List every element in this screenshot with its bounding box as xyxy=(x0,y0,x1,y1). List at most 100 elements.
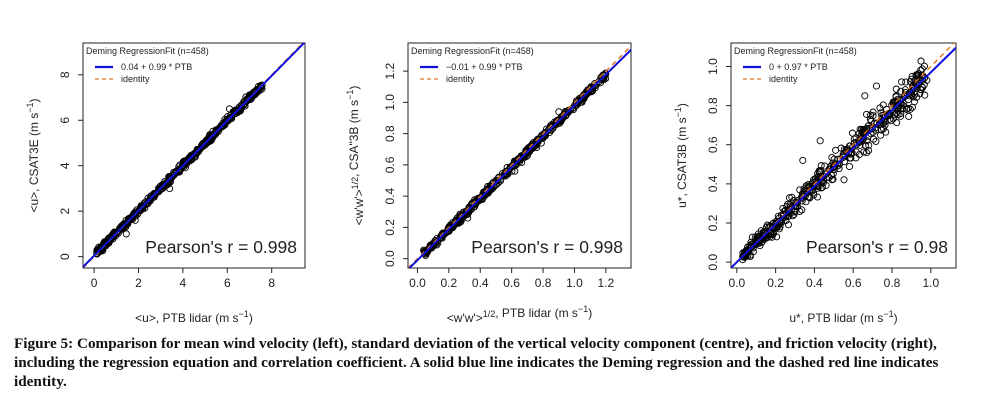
y-tick-label: 0 xyxy=(58,253,72,260)
data-point xyxy=(865,146,873,155)
legend-identity-label: identity xyxy=(121,74,150,84)
y-tick-label: 4 xyxy=(58,162,72,169)
y-tick-label: 0.4 xyxy=(383,187,397,204)
data-point xyxy=(902,105,911,113)
data-point xyxy=(910,78,918,86)
data-point xyxy=(830,162,838,170)
y-tick-label: 0.0 xyxy=(706,253,720,270)
data-point xyxy=(166,184,174,193)
data-point xyxy=(892,85,900,93)
pearson-bg xyxy=(463,234,625,260)
data-point xyxy=(765,228,773,236)
y-tick-label: 8 xyxy=(58,71,72,78)
legend-regression-label: 0.04 + 0.99 * PTB xyxy=(121,62,192,72)
data-point xyxy=(549,121,557,129)
data-point xyxy=(847,154,855,162)
y-tick-label: 1.2 xyxy=(383,62,397,79)
y-tick-label: 1.0 xyxy=(706,58,720,75)
legend-title: Deming RegressionFit (n=458) xyxy=(734,46,857,56)
x-tick-label: 0.0 xyxy=(409,276,426,290)
data-point xyxy=(163,179,171,187)
data-point xyxy=(129,212,137,220)
data-point xyxy=(784,200,792,208)
data-point xyxy=(898,78,906,86)
y-tick-label: 0.6 xyxy=(706,136,720,153)
data-point xyxy=(553,117,561,125)
data-point xyxy=(798,206,806,214)
data-point xyxy=(424,245,432,253)
data-point xyxy=(902,78,910,86)
data-point xyxy=(775,225,783,233)
x-tick-label: 1.0 xyxy=(922,276,939,290)
data-point xyxy=(840,176,848,184)
chart-panel-centre: 0.0 0.2 0.4 0.6 0.8 1.0 1.2 0.0 0.2 0.4 0.6 0.8 1.0 1… xyxy=(345,42,632,325)
data-point xyxy=(920,62,928,70)
data-point xyxy=(572,98,580,106)
data-point xyxy=(783,208,791,216)
x-tick-label: 6 xyxy=(224,276,231,290)
x-tick-label: 0 xyxy=(91,276,98,290)
x-tick-label: 0.0 xyxy=(728,276,745,290)
data-point xyxy=(211,130,219,138)
y-axis-label: u*, CSAT3B (m s−1) xyxy=(673,103,689,208)
data-point xyxy=(102,238,110,247)
data-point xyxy=(817,162,825,170)
y-tick-label: 0.2 xyxy=(706,214,720,231)
data-point xyxy=(785,207,793,215)
y-tick-label: 0.2 xyxy=(383,219,397,236)
data-point xyxy=(557,116,565,124)
data-point xyxy=(921,74,929,82)
data-point xyxy=(910,98,918,106)
data-point xyxy=(226,114,234,122)
data-point xyxy=(250,90,258,98)
x-tick-label: 8 xyxy=(268,276,275,290)
data-point xyxy=(789,212,797,220)
x-tick-label: 0.4 xyxy=(806,276,823,290)
legend-regression-label: −0.01 + 0.99 * PTB xyxy=(446,62,523,72)
x-axis-label: <w'w'>1/2, PTB lidar (m s−1) xyxy=(447,304,592,325)
x-tick-label: 0.8 xyxy=(535,276,552,290)
data-point xyxy=(131,216,139,224)
data-point xyxy=(747,238,755,246)
data-point xyxy=(225,105,234,113)
data-point xyxy=(863,149,871,157)
data-point xyxy=(806,194,814,202)
data-point xyxy=(790,210,798,218)
data-point xyxy=(852,154,860,162)
data-point xyxy=(848,129,857,137)
data-point xyxy=(827,171,836,179)
data-point xyxy=(845,162,854,171)
data-point xyxy=(818,183,826,191)
data-point xyxy=(894,95,902,103)
data-point xyxy=(799,156,807,164)
x-tick-label: 0.2 xyxy=(440,276,457,290)
pearson-bg xyxy=(788,234,950,260)
y-tick-label: 0.6 xyxy=(383,156,397,173)
data-point xyxy=(101,240,109,248)
data-point xyxy=(208,132,216,141)
legend-title: Deming RegressionFit (n=458) xyxy=(86,46,209,56)
plot-frame xyxy=(407,42,632,269)
chart-panel-right: 0.0 0.2 0.4 0.6 0.8 1.0 0.0 0.2 0.4 0.6 0.8 1.0 u*, … xyxy=(673,42,957,325)
regression-line xyxy=(731,46,956,268)
y-tick-label: 6 xyxy=(58,117,72,124)
data-point xyxy=(892,109,901,117)
y-tick-label: 1.0 xyxy=(383,94,397,111)
legend-regression-label: 0 + 0.97 * PTB xyxy=(769,62,828,72)
data-point xyxy=(171,169,179,177)
data-point xyxy=(257,83,265,91)
y-tick-label: 0.8 xyxy=(706,97,720,114)
data-point xyxy=(147,194,155,202)
data-point xyxy=(897,87,905,95)
data-point xyxy=(861,92,869,100)
data-point xyxy=(555,108,563,116)
x-tick-label: 0.6 xyxy=(503,276,520,290)
y-axis-label: <u>, CSAT3E (m s−1) xyxy=(25,98,41,212)
data-point xyxy=(119,224,127,232)
pearson-bg xyxy=(137,234,299,260)
data-point xyxy=(186,153,194,161)
data-point xyxy=(891,111,899,119)
data-point xyxy=(464,214,472,222)
data-point xyxy=(756,242,764,250)
pearson-r-label: Pearson's r = 0.98 xyxy=(806,237,948,257)
